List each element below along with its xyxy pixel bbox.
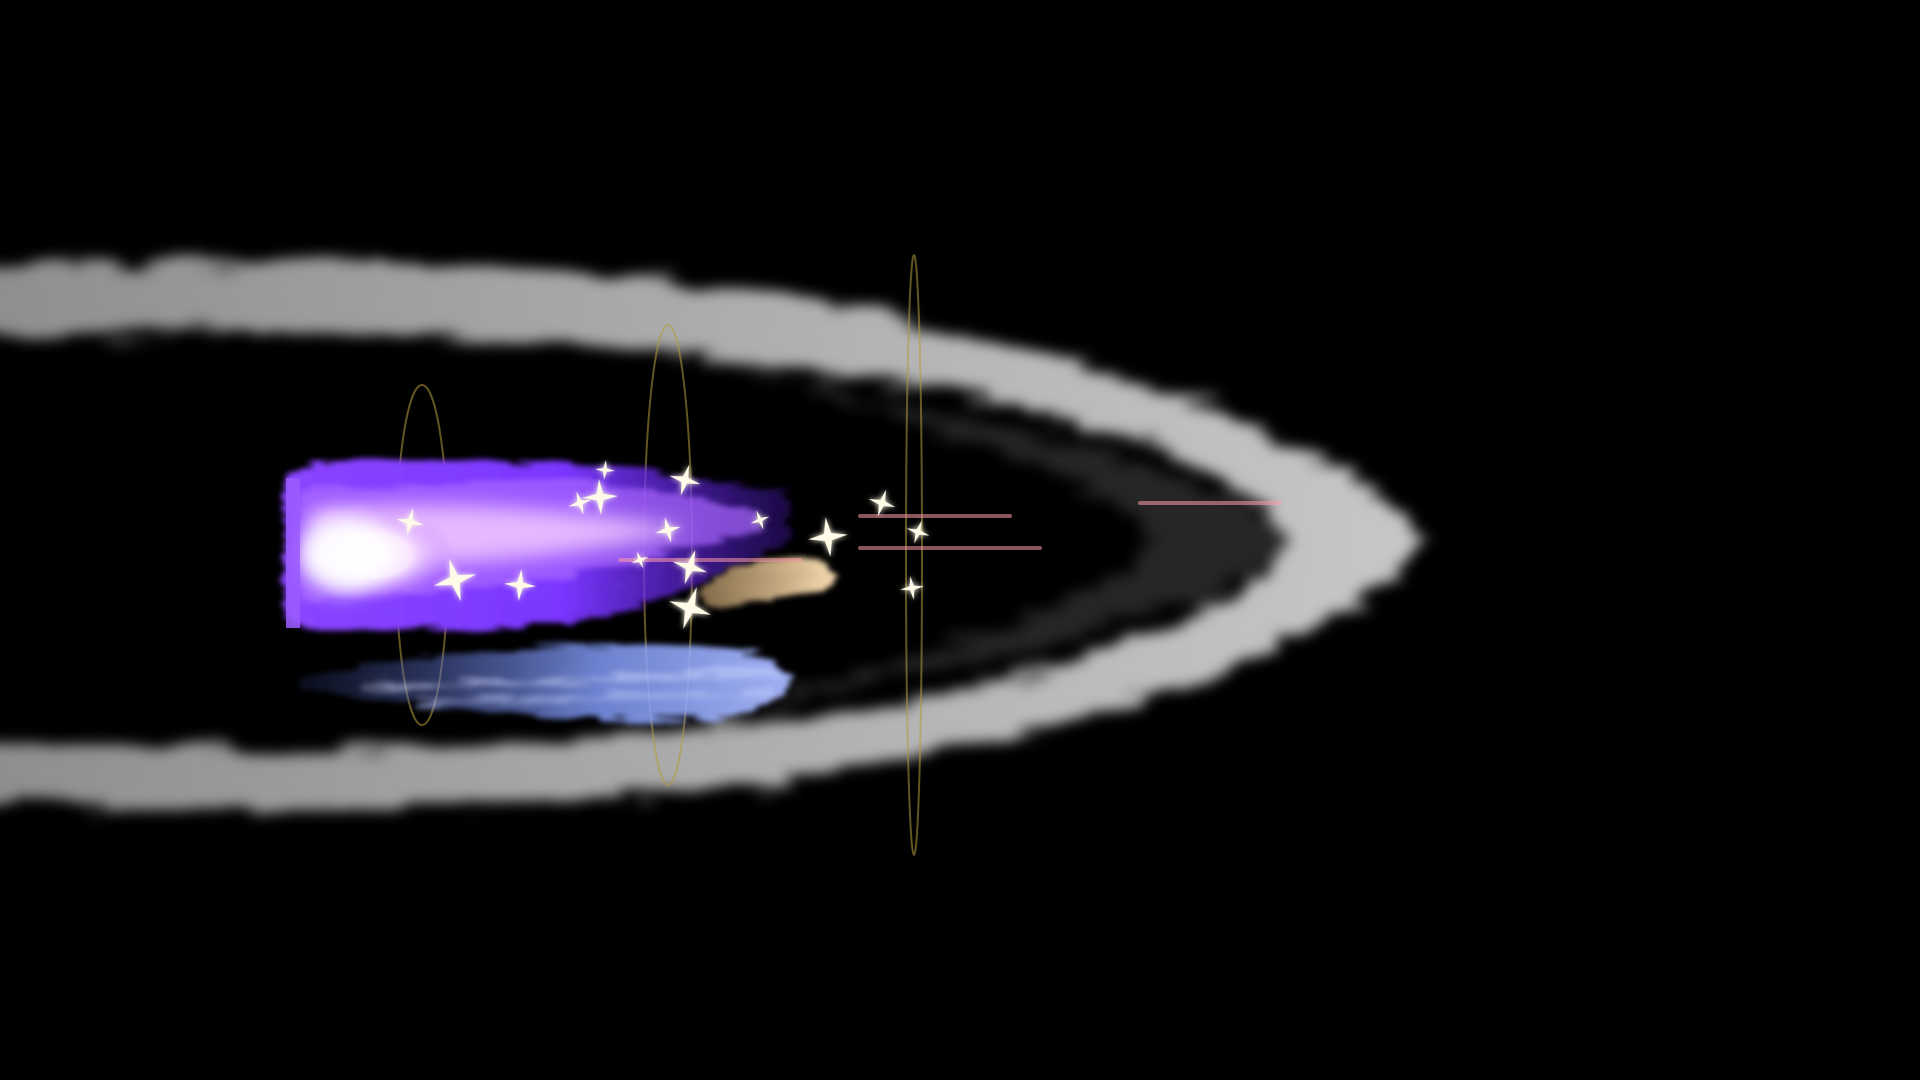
sparkle [868, 489, 896, 517]
speed-line-icon [618, 501, 1282, 562]
smoke-cone-icon [0, 260, 1420, 810]
sparkle [900, 576, 924, 600]
sparkle [631, 551, 649, 569]
speed-ring [905, 254, 923, 856]
sparkle [669, 587, 711, 629]
sparkle [906, 520, 930, 544]
sparkle [504, 569, 536, 601]
sparkle [669, 464, 701, 496]
sparkle [433, 558, 477, 602]
sparkle [655, 517, 681, 543]
flame-icon [285, 460, 790, 632]
sparkle [750, 510, 770, 530]
sparkle [568, 491, 592, 515]
sparkle [808, 517, 848, 557]
ember-icon [699, 557, 835, 608]
sparkle [396, 508, 424, 536]
sparkle [582, 479, 618, 515]
sparkle-icon [396, 460, 930, 629]
exhaust-streak-icon [300, 643, 790, 721]
sparkle [672, 549, 708, 585]
sparkle [595, 460, 615, 480]
